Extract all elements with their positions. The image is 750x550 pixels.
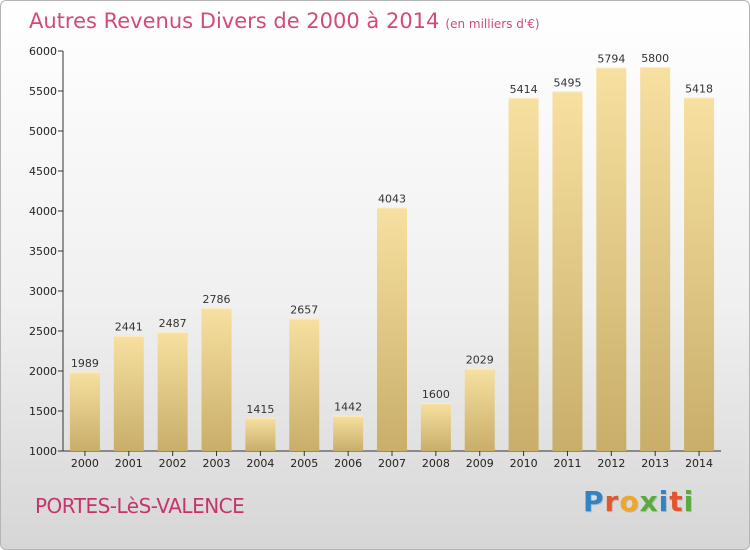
- x-tick-label: 2014: [685, 457, 713, 470]
- bar: [640, 67, 671, 451]
- bar: [464, 368, 495, 451]
- logo-letter: i: [658, 485, 670, 518]
- bar: [377, 207, 407, 451]
- logo-letter: i: [683, 485, 695, 518]
- x-tick-label: 2009: [466, 457, 494, 470]
- x-tick-label: 2003: [203, 457, 231, 470]
- y-tick-label: 3500: [29, 245, 57, 258]
- bar-value-label: 5800: [641, 52, 669, 65]
- logo-letter: r: [604, 485, 620, 518]
- place-name: PORTES-LèS-VALENCE: [35, 494, 245, 518]
- bar-value-label: 2029: [466, 354, 494, 367]
- bar: [201, 308, 232, 451]
- x-tick-label: 2011: [553, 457, 581, 470]
- logo-letter: x: [639, 485, 659, 518]
- x-tick-label: 2007: [378, 457, 406, 470]
- bar: [508, 97, 539, 451]
- chart-title: Autres Revenus Divers de 2000 à 2014 (en …: [29, 9, 540, 33]
- bar: [69, 371, 100, 451]
- y-tick-label: 5500: [29, 85, 57, 98]
- x-tick-label: 2001: [115, 457, 143, 470]
- proxiti-logo: Proxiti: [583, 485, 694, 518]
- y-tick-label: 3000: [29, 285, 57, 298]
- x-tick-label: 2008: [422, 457, 450, 470]
- bar: [420, 403, 451, 451]
- chart-axes: 1000 1500 2000 2500 3000 3500 4000 4500 5000 5500…: [29, 45, 721, 470]
- x-tick-label: 2005: [290, 457, 318, 470]
- y-tick-label: 1000: [29, 445, 57, 458]
- chart-bars: [69, 67, 715, 452]
- y-tick-label: 2500: [29, 325, 57, 338]
- y-tick-label: 4000: [29, 205, 57, 218]
- bar: [289, 318, 320, 451]
- y-tick-label: 5000: [29, 125, 57, 138]
- bar: [113, 335, 144, 451]
- bar-value-label: 1442: [334, 401, 362, 414]
- bar: [596, 67, 627, 451]
- y-tick-label: 2000: [29, 365, 57, 378]
- x-tick-label: 2000: [71, 457, 99, 470]
- bar-value-label: 2786: [203, 293, 231, 306]
- bar: [552, 91, 583, 452]
- y-tick-label: 4500: [29, 165, 57, 178]
- x-tick-label: 2013: [641, 457, 669, 470]
- bar-value-label: 2487: [159, 317, 187, 330]
- bar-value-label: 1989: [71, 357, 99, 370]
- bar-value-label: 5495: [553, 76, 581, 89]
- chart-unit-label: (en milliers d'€): [445, 17, 540, 31]
- bar-value-label: 5414: [510, 83, 538, 96]
- bar-value-label: 5418: [685, 83, 713, 96]
- chart-labels: 1989 2441 2487 2786 1415 2657 1442 4043 1600 2029…: [71, 52, 713, 416]
- x-tick-label: 2010: [510, 457, 538, 470]
- y-tick-label: 1500: [29, 405, 57, 418]
- bar-value-label: 2657: [290, 303, 318, 316]
- y-tick-label: 6000: [29, 45, 57, 58]
- bar-value-label: 5794: [597, 52, 625, 65]
- bar-value-label: 4043: [378, 193, 406, 206]
- bar-value-label: 1600: [422, 388, 450, 401]
- bar: [245, 417, 276, 451]
- x-tick-label: 2006: [334, 457, 362, 470]
- x-tick-label: 2012: [597, 457, 625, 470]
- bar: [684, 97, 715, 451]
- bar-value-label: 2441: [115, 321, 143, 334]
- logo-letter: t: [669, 485, 684, 518]
- logo-letter: P: [583, 485, 605, 518]
- x-tick-label: 2004: [246, 457, 274, 470]
- bar: [333, 415, 364, 451]
- bar-value-label: 1415: [246, 403, 274, 416]
- bar: [157, 332, 188, 451]
- logo-letter: o: [619, 485, 640, 518]
- x-tick-label: 2002: [159, 457, 187, 470]
- chart-title-text: Autres Revenus Divers de 2000 à 2014: [29, 9, 440, 33]
